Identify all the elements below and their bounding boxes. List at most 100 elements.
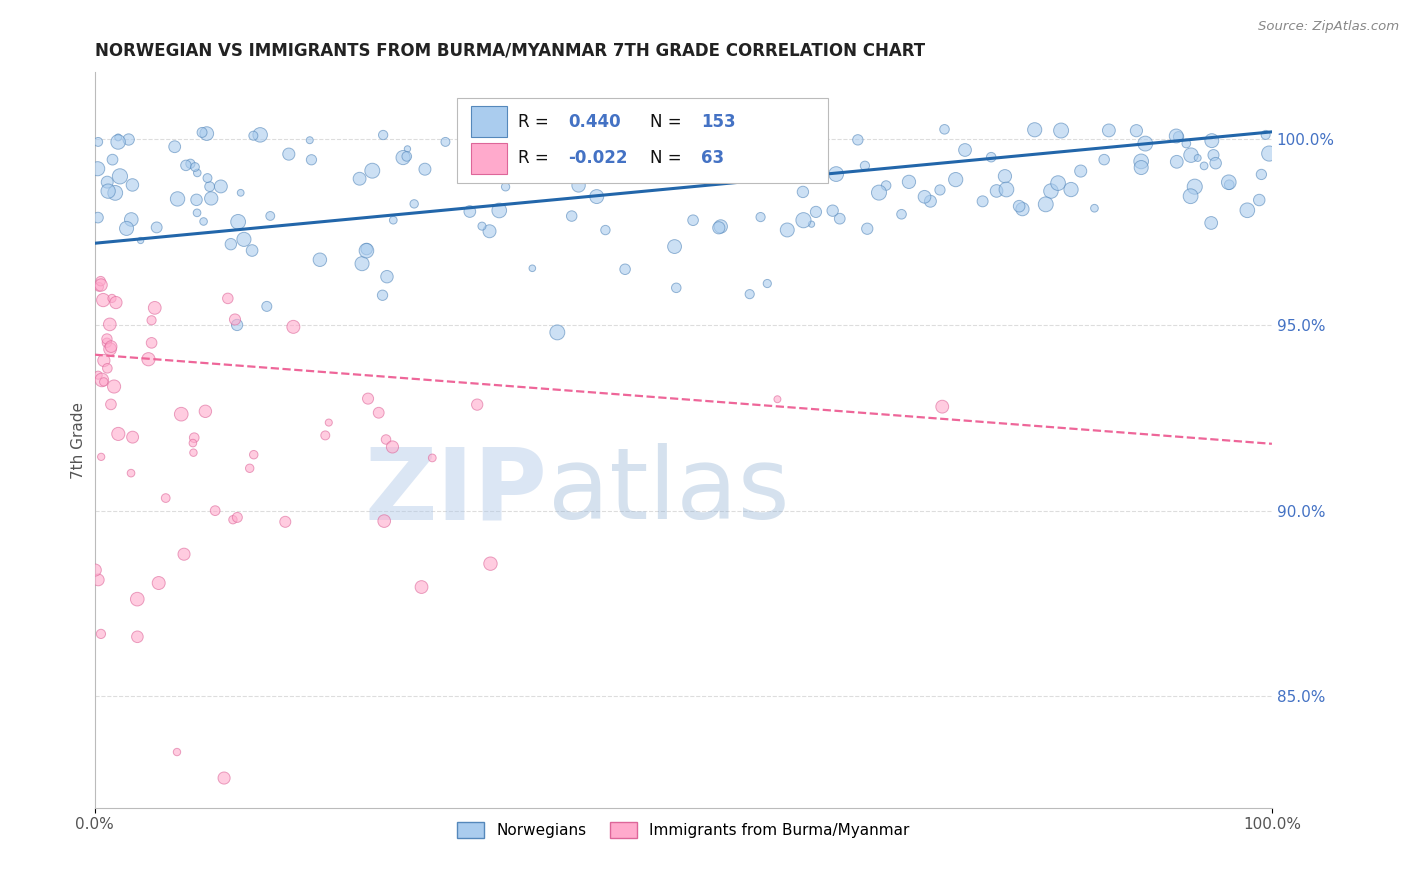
- Point: [90, 627, 112, 641]
- Point: [242, 128, 264, 143]
- Y-axis label: 7th Grade: 7th Grade: [72, 401, 86, 479]
- Point: [856, 221, 879, 235]
- Point: [141, 335, 163, 350]
- Point: [682, 146, 704, 161]
- Point: [846, 133, 869, 147]
- Point: [1180, 189, 1202, 203]
- Point: [1166, 128, 1188, 143]
- Point: [181, 436, 204, 450]
- Point: [193, 214, 215, 228]
- Point: [1187, 151, 1209, 165]
- Point: [875, 178, 897, 193]
- Text: 153: 153: [702, 112, 735, 131]
- Point: [1202, 148, 1225, 162]
- Point: [229, 186, 252, 200]
- Point: [96, 332, 118, 346]
- Point: [689, 140, 711, 154]
- Text: N =: N =: [650, 112, 682, 131]
- Point: [1205, 156, 1227, 170]
- Point: [420, 450, 443, 465]
- Point: [107, 426, 129, 441]
- Point: [995, 182, 1018, 196]
- Point: [117, 132, 139, 146]
- Point: [274, 515, 297, 529]
- Point: [1199, 216, 1222, 230]
- Point: [561, 209, 583, 223]
- Point: [697, 124, 720, 138]
- Point: [890, 207, 912, 221]
- Point: [217, 292, 239, 306]
- Point: [183, 431, 205, 445]
- Text: ZIP: ZIP: [366, 443, 548, 540]
- Point: [222, 513, 245, 527]
- Point: [209, 179, 232, 194]
- Point: [929, 183, 952, 197]
- Point: [232, 232, 254, 246]
- Point: [931, 400, 953, 414]
- Point: [465, 398, 488, 412]
- Point: [897, 175, 920, 189]
- Point: [471, 219, 494, 234]
- Point: [792, 213, 814, 227]
- Point: [375, 433, 398, 447]
- Point: [103, 379, 125, 393]
- Point: [96, 175, 118, 189]
- Point: [749, 210, 772, 224]
- Point: [186, 206, 208, 220]
- Point: [458, 204, 481, 219]
- Point: [1008, 199, 1031, 213]
- Text: 63: 63: [702, 150, 724, 168]
- Point: [361, 163, 384, 178]
- Point: [522, 261, 544, 276]
- Point: [1201, 134, 1223, 148]
- Point: [479, 557, 502, 571]
- Text: atlas: atlas: [548, 443, 789, 540]
- Point: [356, 244, 378, 258]
- Point: [356, 242, 378, 256]
- Point: [101, 153, 124, 167]
- Point: [800, 217, 823, 231]
- Text: NORWEGIAN VS IMMIGRANTS FROM BURMA/MYANMAR 7TH GRADE CORRELATION CHART: NORWEGIAN VS IMMIGRANTS FROM BURMA/MYANM…: [94, 42, 925, 60]
- Point: [495, 179, 517, 194]
- Point: [478, 224, 501, 238]
- Point: [174, 158, 197, 172]
- Point: [1050, 123, 1073, 137]
- Point: [1130, 161, 1153, 175]
- Point: [239, 461, 262, 475]
- Point: [1135, 136, 1157, 151]
- Point: [821, 203, 844, 218]
- Point: [87, 211, 110, 225]
- Point: [614, 262, 637, 277]
- Point: [375, 269, 398, 284]
- Point: [1039, 184, 1062, 198]
- Point: [242, 448, 264, 462]
- Point: [585, 136, 607, 151]
- Point: [197, 171, 219, 186]
- Point: [145, 220, 167, 235]
- Point: [934, 122, 956, 136]
- Point: [90, 278, 112, 293]
- Point: [707, 220, 730, 235]
- Point: [121, 430, 143, 444]
- Point: [382, 213, 405, 227]
- Point: [198, 179, 221, 194]
- Point: [240, 244, 263, 258]
- Point: [194, 404, 217, 418]
- Point: [1184, 179, 1206, 194]
- Point: [664, 239, 686, 253]
- Point: [212, 771, 235, 785]
- Point: [756, 277, 779, 291]
- Point: [585, 189, 607, 203]
- Point: [1180, 148, 1202, 162]
- Point: [121, 178, 143, 192]
- Point: [107, 130, 129, 145]
- Point: [108, 169, 131, 184]
- Point: [1167, 129, 1189, 144]
- Point: [914, 190, 936, 204]
- Point: [796, 153, 818, 167]
- Point: [868, 186, 890, 200]
- Point: [1254, 128, 1277, 142]
- Point: [373, 514, 395, 528]
- Point: [607, 155, 630, 169]
- Text: R =: R =: [519, 150, 550, 168]
